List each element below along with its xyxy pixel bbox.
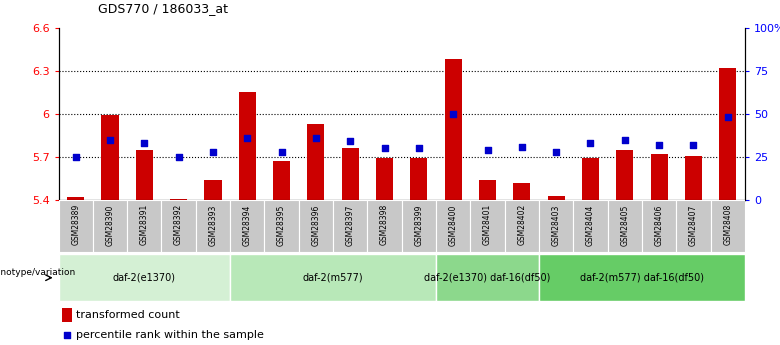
Text: GSM28407: GSM28407 [689, 204, 698, 246]
Bar [127, 200, 161, 252]
Text: GSM28405: GSM28405 [620, 204, 629, 246]
Text: GSM28393: GSM28393 [208, 204, 218, 246]
Text: GSM28403: GSM28403 [551, 204, 561, 246]
Bar [273, 161, 290, 200]
Text: daf-2(e1370) daf-16(df50): daf-2(e1370) daf-16(df50) [424, 273, 551, 283]
Bar [402, 200, 436, 252]
Text: daf-2(m577) daf-16(df50): daf-2(m577) daf-16(df50) [580, 273, 704, 283]
Text: GSM28390: GSM28390 [105, 204, 115, 246]
Text: GSM28391: GSM28391 [140, 204, 149, 246]
Point [447, 111, 459, 117]
Point [241, 135, 254, 141]
Bar [58, 255, 230, 301]
Bar [539, 255, 745, 301]
Text: GDS770 / 186033_at: GDS770 / 186033_at [98, 2, 228, 16]
Text: GSM28392: GSM28392 [174, 204, 183, 246]
Bar [230, 200, 264, 252]
Bar [264, 200, 299, 252]
Bar [651, 154, 668, 200]
Point [61, 332, 73, 337]
Bar [685, 156, 702, 200]
Text: GSM28394: GSM28394 [243, 204, 252, 246]
Text: GSM28401: GSM28401 [483, 204, 492, 246]
Text: GSM28408: GSM28408 [723, 204, 732, 246]
Point [138, 140, 151, 146]
Bar [196, 200, 230, 252]
Point [378, 146, 391, 151]
Bar [136, 150, 153, 200]
Bar [436, 200, 470, 252]
Point [584, 140, 597, 146]
Text: GSM28398: GSM28398 [380, 204, 389, 246]
Bar [676, 200, 711, 252]
Bar [62, 308, 72, 322]
Bar [67, 197, 84, 200]
Point [344, 139, 356, 144]
Point [275, 149, 288, 155]
Bar [505, 200, 539, 252]
Bar [582, 158, 599, 200]
Bar [299, 200, 333, 252]
Bar [719, 68, 736, 200]
Text: GSM28399: GSM28399 [414, 204, 424, 246]
Text: daf-2(e1370): daf-2(e1370) [113, 273, 176, 283]
Bar [93, 200, 127, 252]
Point [481, 147, 494, 153]
Bar [342, 148, 359, 200]
Text: daf-2(m577): daf-2(m577) [303, 273, 363, 283]
Point [653, 142, 665, 148]
Text: GSM28396: GSM28396 [311, 204, 321, 246]
Bar [307, 124, 324, 200]
Text: GSM28395: GSM28395 [277, 204, 286, 246]
Text: GSM28400: GSM28400 [448, 204, 458, 246]
Text: GSM28389: GSM28389 [71, 204, 80, 246]
Point [172, 154, 185, 160]
Bar [436, 255, 539, 301]
Bar [608, 200, 642, 252]
Bar [711, 200, 745, 252]
Bar [642, 200, 676, 252]
Bar [333, 200, 367, 252]
Bar [513, 183, 530, 200]
Bar [101, 115, 119, 200]
Bar [470, 200, 505, 252]
Text: genotype/variation: genotype/variation [0, 268, 76, 277]
Point [516, 144, 528, 149]
Text: GSM28404: GSM28404 [586, 204, 595, 246]
Bar [161, 200, 196, 252]
Text: GSM28397: GSM28397 [346, 204, 355, 246]
Point [550, 149, 562, 155]
Point [413, 146, 425, 151]
Point [69, 154, 82, 160]
Point [104, 137, 116, 142]
Bar [376, 158, 393, 200]
Bar [204, 180, 222, 200]
Point [619, 137, 631, 142]
Point [310, 135, 322, 141]
Bar [616, 150, 633, 200]
Point [687, 142, 700, 148]
Bar [170, 199, 187, 200]
Bar [410, 158, 427, 200]
Bar [573, 200, 608, 252]
Bar [548, 196, 565, 200]
Text: GSM28406: GSM28406 [654, 204, 664, 246]
Text: GSM28402: GSM28402 [517, 204, 526, 246]
Bar [445, 59, 462, 200]
Bar [479, 180, 496, 200]
Bar [239, 92, 256, 200]
Point [722, 115, 734, 120]
Text: transformed count: transformed count [76, 310, 179, 320]
Bar [58, 200, 93, 252]
Bar [367, 200, 402, 252]
Text: percentile rank within the sample: percentile rank within the sample [76, 330, 264, 339]
Bar [230, 255, 436, 301]
Bar [539, 200, 573, 252]
Point [207, 149, 219, 155]
